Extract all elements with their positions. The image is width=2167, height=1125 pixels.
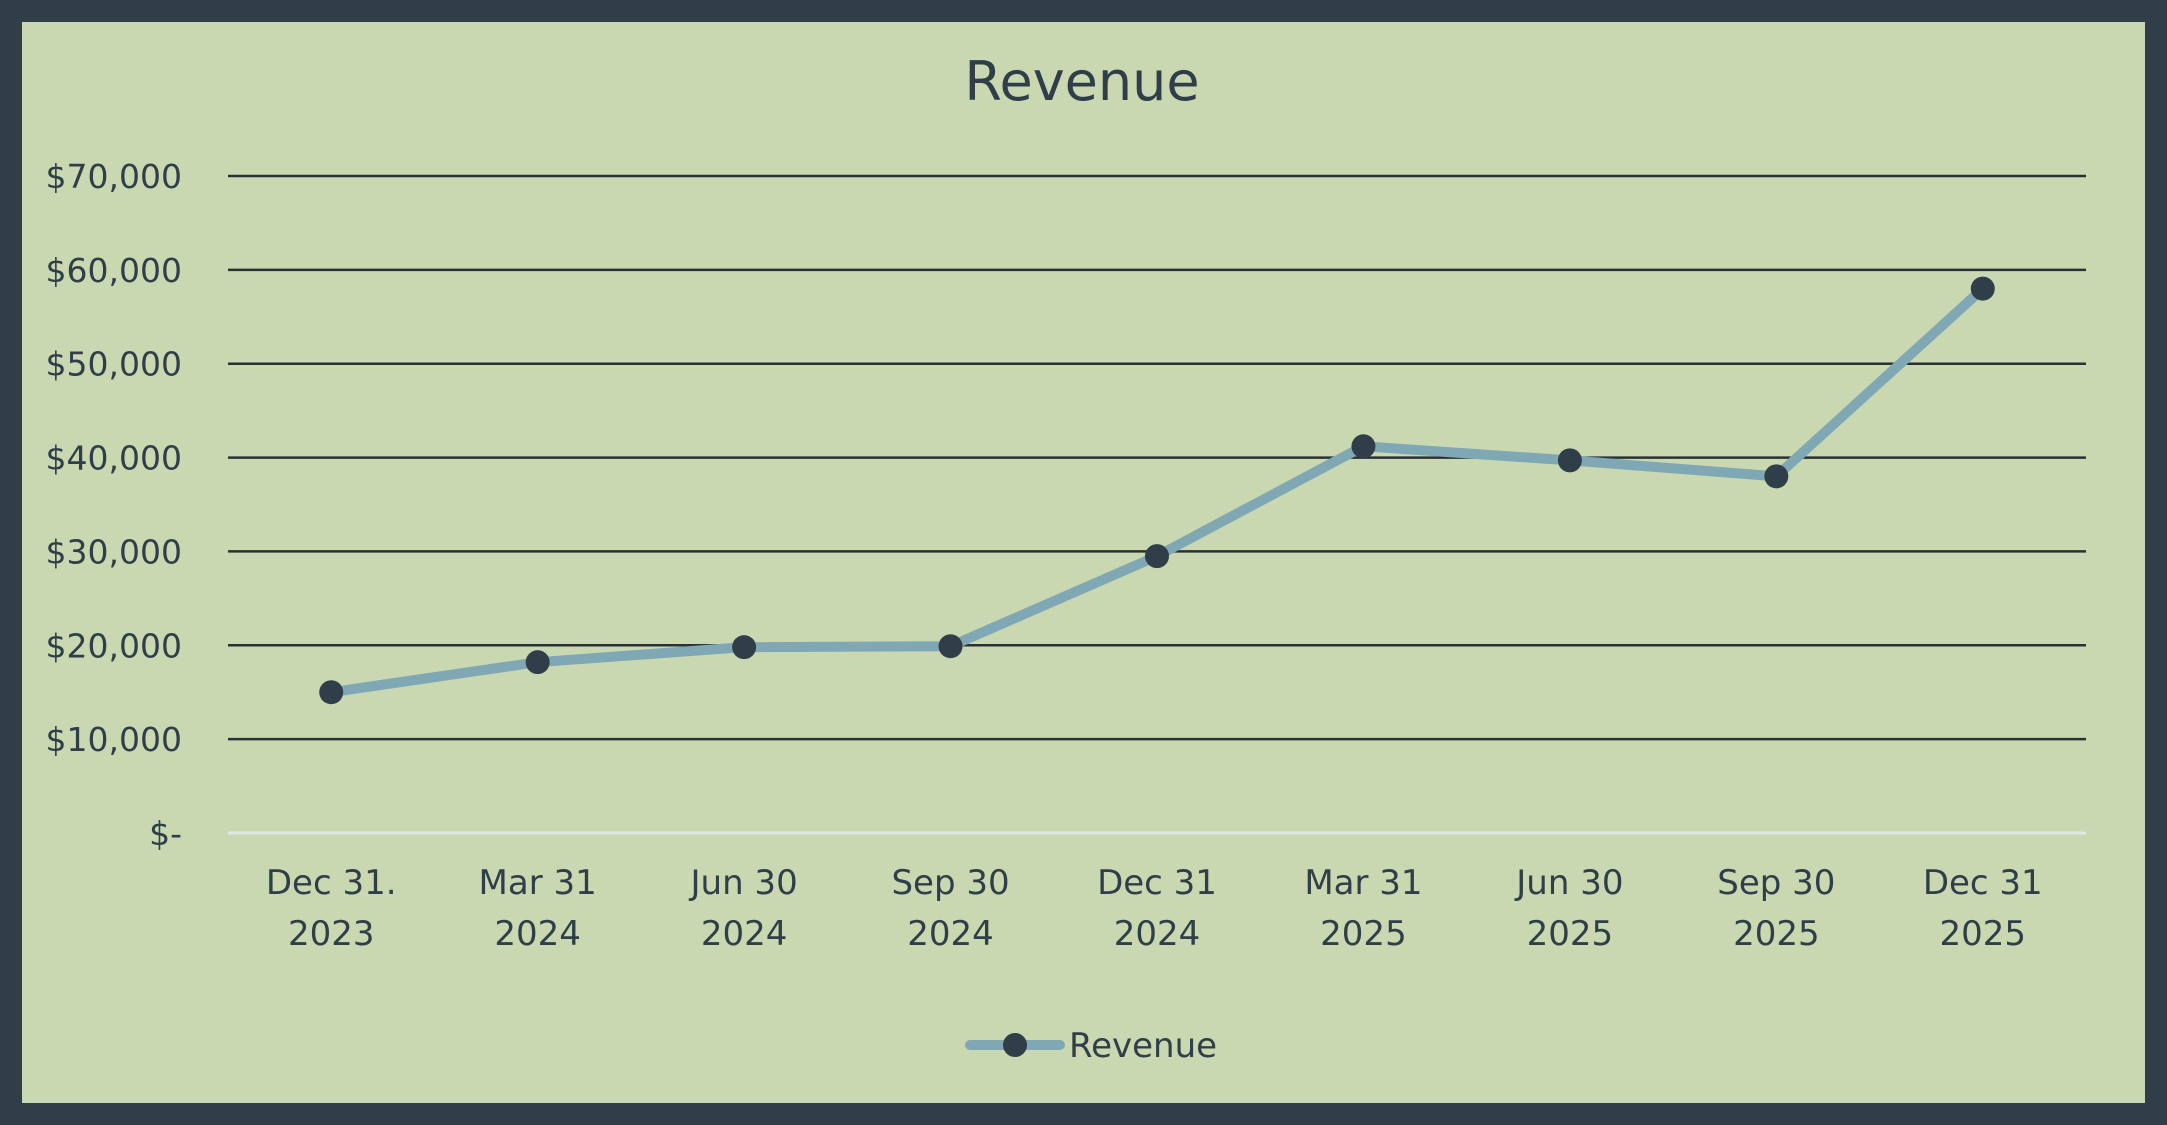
data-point bbox=[1557, 448, 1582, 473]
x-tick-label: Dec 31 2024 bbox=[1097, 863, 1217, 954]
x-tick-label: Mar 31 2024 bbox=[479, 863, 597, 954]
series-line bbox=[326, 283, 1988, 698]
series-revenue bbox=[319, 276, 1995, 705]
legend-label: Revenue bbox=[1069, 1026, 1217, 1066]
y-tick-label: $20,000 bbox=[46, 626, 182, 665]
chart-panel: Revenue $- $10,000 $20,000 $30,000 $40,000 $5… bbox=[22, 22, 2145, 1103]
x-tick-label: Dec 31. 2023 bbox=[266, 863, 397, 954]
x-tick-label: Jun 30 2025 bbox=[1514, 863, 1623, 954]
y-tick-label: $60,000 bbox=[46, 251, 182, 290]
revenue-line-chart: Revenue $- $10,000 $20,000 $30,000 $40,000 $5… bbox=[46, 50, 2086, 1066]
y-tick-label: $- bbox=[149, 814, 182, 853]
x-axis-tick-labels: Dec 31. 2023 Mar 31 2024 Jun 30 2024 Sep 30 202… bbox=[266, 863, 2043, 954]
x-tick-label: Sep 30 2025 bbox=[1717, 863, 1835, 954]
y-axis-tick-labels: $- $10,000 $20,000 $30,000 $40,000 $50,000 $60… bbox=[46, 157, 182, 853]
y-tick-label: $10,000 bbox=[46, 720, 182, 759]
x-tick-label: Dec 31 2025 bbox=[1923, 863, 2043, 954]
legend-marker-swatch bbox=[1003, 1033, 1027, 1057]
data-point bbox=[732, 635, 757, 660]
data-point bbox=[1764, 464, 1789, 489]
data-point bbox=[1970, 276, 1995, 301]
y-tick-label: $50,000 bbox=[46, 345, 182, 384]
y-tick-label: $70,000 bbox=[46, 157, 182, 196]
x-tick-label: Mar 31 2025 bbox=[1304, 863, 1422, 954]
gridlines bbox=[228, 174, 2086, 835]
x-tick-label: Sep 30 2024 bbox=[891, 863, 1009, 954]
data-point bbox=[319, 680, 344, 705]
legend: Revenue bbox=[965, 1026, 1217, 1066]
chart-title: Revenue bbox=[964, 50, 1199, 113]
data-point bbox=[1351, 434, 1376, 459]
x-tick-label: Jun 30 2024 bbox=[689, 863, 798, 954]
y-tick-label: $40,000 bbox=[46, 439, 182, 478]
y-tick-label: $30,000 bbox=[46, 532, 182, 571]
data-point bbox=[1145, 544, 1169, 569]
data-point bbox=[525, 650, 550, 675]
data-point bbox=[938, 634, 963, 659]
